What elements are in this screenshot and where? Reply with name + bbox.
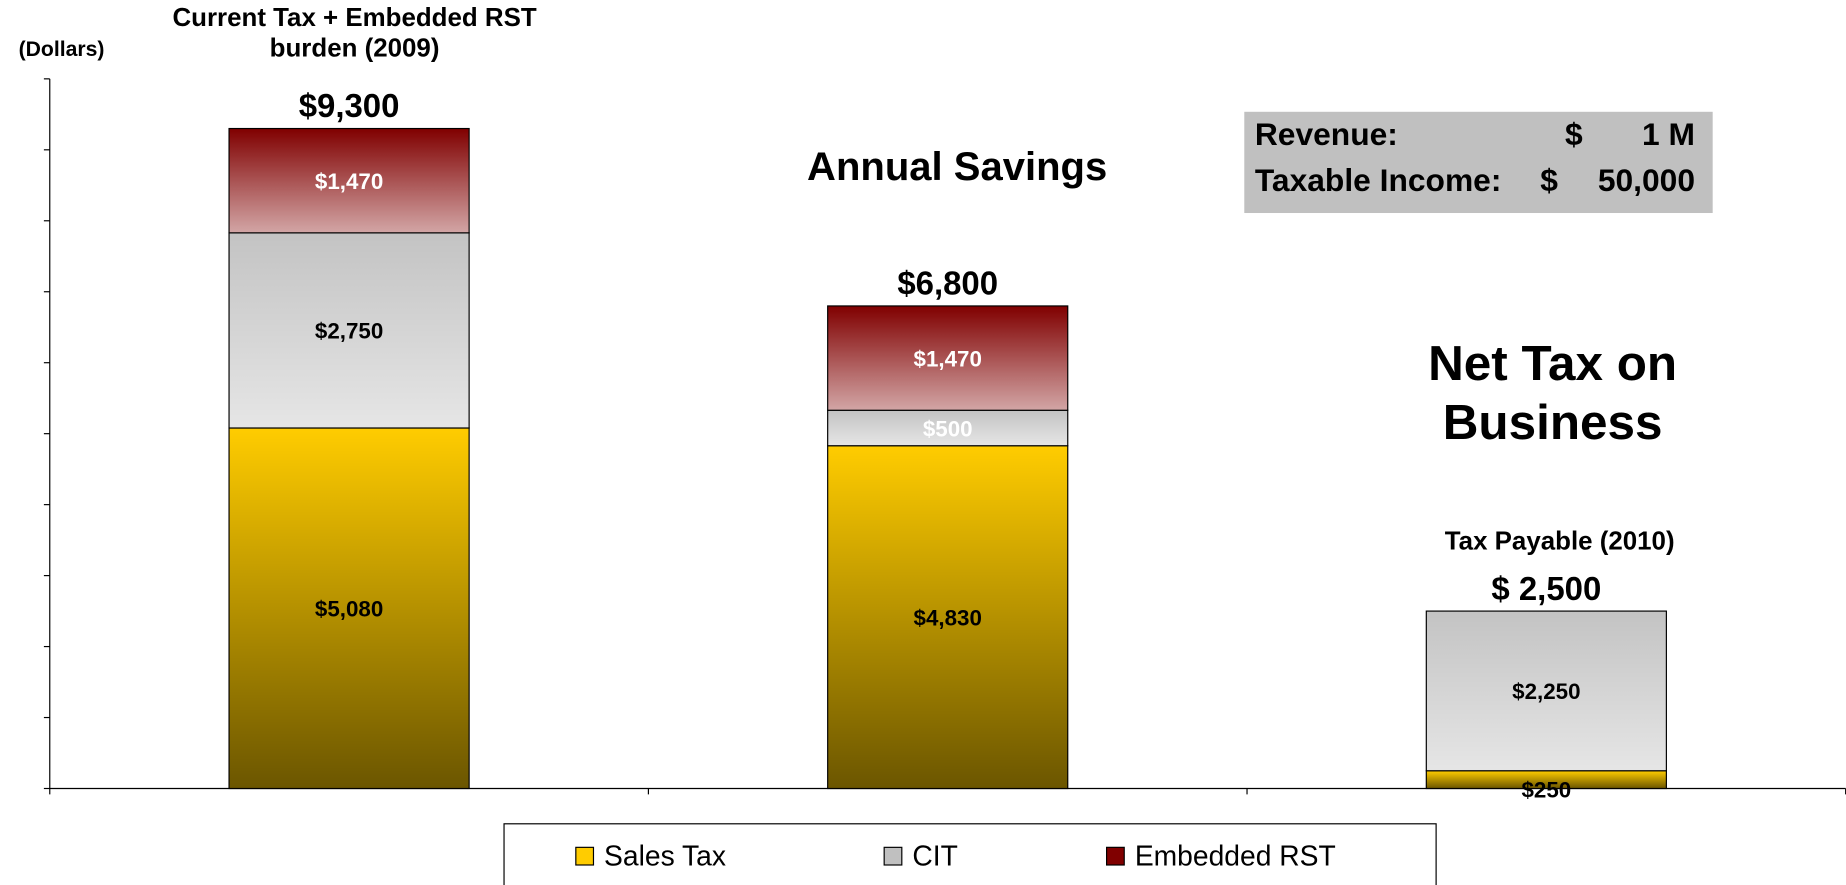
bar-shading [1426, 770, 1667, 789]
category-label-box: Annual Savings [807, 144, 1108, 190]
total-label: $6,800 [897, 265, 998, 302]
info-amount: 50,000 [1598, 162, 1695, 198]
bar-shading [1426, 611, 1667, 771]
y-axis-label: (Dollars) [19, 38, 105, 61]
data-label: $250 [1521, 777, 1571, 802]
legend-label: Sales Tax [604, 839, 726, 871]
category-label: Annual Savings [807, 144, 1108, 190]
bar-shading [827, 305, 1068, 411]
info-currency: $ [1540, 162, 1558, 198]
legend-swatch [1106, 846, 1125, 866]
category-label-box: Current Tax + Embedded RST burden (2009) [172, 2, 537, 63]
legend-box [503, 823, 1437, 885]
bar-outline [827, 305, 1069, 411]
info-label: Revenue: [1255, 116, 1398, 152]
info-currency: $ [1565, 116, 1583, 152]
data-label: $1,470 [914, 346, 982, 371]
total-label: $ 2,500 [1491, 570, 1601, 607]
bar-shading [827, 410, 1068, 446]
bar-shading [827, 445, 1068, 789]
bar-shading [229, 427, 470, 789]
legend-swatch [883, 846, 903, 866]
bar-outline [1425, 610, 1667, 772]
category-label: Tax Payable (2010) [1444, 526, 1675, 556]
legend-label: Embedded RST [1135, 839, 1336, 871]
data-label: $1,470 [315, 169, 383, 194]
category-label: Current Tax + Embedded RST burden (2009) [172, 2, 537, 63]
legend-label: CIT [912, 839, 957, 871]
total-label: $9,300 [299, 87, 400, 124]
category-label-box: Tax Payable (2010) [1444, 526, 1675, 556]
info-box [1244, 111, 1713, 214]
data-label: $2,250 [1512, 679, 1580, 704]
annotation: Net Tax on Business [1428, 335, 1678, 451]
data-label: $5,080 [315, 597, 383, 622]
bar-outline [228, 127, 470, 234]
info-label: Taxable Income: [1255, 162, 1502, 198]
legend-swatch [575, 846, 595, 866]
data-label: $500 [923, 416, 973, 441]
bar-shading [229, 128, 470, 233]
data-label: $2,750 [315, 319, 383, 344]
annotation-box: Net Tax on Business [1428, 335, 1678, 451]
bar-shading [229, 232, 470, 428]
data-label: $4,830 [914, 605, 982, 630]
info-amount: 1 M [1642, 116, 1695, 152]
